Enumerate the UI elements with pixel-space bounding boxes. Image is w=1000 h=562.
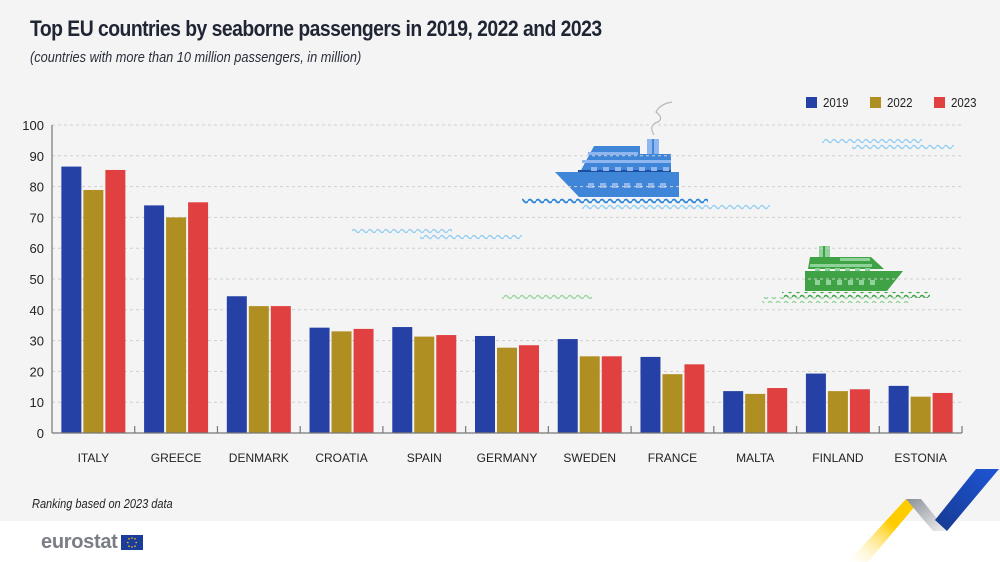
bar-spain-2023[interactable]: [436, 335, 457, 433]
x-tick-label: FINLAND: [812, 451, 864, 465]
bar-estonia-2022[interactable]: [910, 396, 931, 433]
bar-greece-2022[interactable]: [166, 217, 187, 433]
x-tick-label: SWEDEN: [563, 451, 616, 465]
legend-label-2023: 2023: [950, 95, 977, 110]
bar-france-2023[interactable]: [684, 364, 705, 433]
bars: [61, 166, 953, 433]
bar-germany-2022[interactable]: [497, 347, 517, 433]
bar-estonia-2023[interactable]: [932, 392, 953, 433]
x-tick-label: ITALY: [78, 451, 110, 465]
bar-denmark-2022[interactable]: [248, 306, 269, 433]
y-tick-label: 80: [30, 180, 44, 195]
ranking-note: Ranking based on 2023 data: [32, 497, 173, 511]
bar-sweden-2019[interactable]: [557, 339, 578, 433]
axes: 0 10 20 30 40 50 60 70 80 90 100 ITALY GREECE DENMARK…: [22, 118, 963, 465]
wave-icon: [852, 144, 954, 150]
legend: 2019 2022 2023: [806, 95, 980, 110]
y-tick-label: 10: [30, 395, 44, 410]
yellow-stripe: [848, 499, 921, 562]
grey-stripe: [906, 499, 947, 531]
wave-icon: [352, 229, 452, 235]
bar-denmark-2023[interactable]: [270, 306, 291, 433]
eurostat-logo-text: eurostat: [41, 531, 118, 553]
green-ship-icon: [762, 246, 930, 303]
wave-icon: [822, 138, 922, 144]
bar-france-2022[interactable]: [662, 374, 683, 433]
bar-finland-2022[interactable]: [827, 391, 848, 433]
x-tick-label: ESTONIA: [894, 451, 946, 465]
bar-greece-2019[interactable]: [144, 205, 165, 433]
wave-icon: [420, 235, 522, 241]
legend-swatch-2022: [869, 97, 881, 108]
bar-germany-2019[interactable]: [475, 335, 495, 433]
legend-label-2019: 2019: [823, 95, 849, 110]
eurostat-logo[interactable]: eurostat: [41, 531, 143, 554]
blue-ship-icon: [522, 101, 770, 210]
bar-greece-2023[interactable]: [188, 202, 209, 433]
bar-estonia-2019[interactable]: [888, 385, 909, 433]
y-tick-label: 40: [30, 303, 44, 318]
legend-label-2022: 2022: [886, 95, 913, 110]
bar-spain-2019[interactable]: [392, 327, 413, 433]
x-tick-label: GERMANY: [477, 451, 538, 465]
legend-swatch-2023: [933, 97, 945, 108]
y-tick-label: 100: [22, 118, 44, 133]
wave-icon: [502, 293, 592, 299]
bar-croatia-2022[interactable]: [331, 331, 352, 433]
x-tick-label: MALTA: [736, 451, 774, 465]
bar-malta-2022[interactable]: [745, 393, 766, 433]
y-tick-label: 60: [30, 241, 44, 256]
y-tick-label: 70: [30, 210, 44, 225]
bar-italy-2022[interactable]: [83, 189, 104, 433]
bar-denmark-2019[interactable]: [226, 296, 247, 433]
eu-flag-icon: [120, 535, 143, 550]
bar-croatia-2019[interactable]: [309, 327, 330, 433]
x-tick-label: FRANCE: [648, 451, 697, 465]
bar-italy-2019[interactable]: [61, 166, 82, 433]
y-tick-label: 90: [30, 149, 44, 164]
bar-croatia-2023[interactable]: [353, 328, 374, 433]
y-tick-label: 0: [37, 426, 44, 441]
bar-germany-2023[interactable]: [519, 345, 539, 433]
chart-title: Top EU countries by seaborne passengers …: [30, 16, 602, 41]
legend-item-2023[interactable]: 2023: [933, 95, 980, 110]
bar-finland-2019[interactable]: [805, 373, 826, 433]
y-tick-label: 30: [30, 334, 44, 349]
x-tick-label: GREECE: [151, 451, 202, 465]
chart-subtitle: (countries with more than 10 million pas…: [30, 50, 362, 66]
x-tick-label: CROATIA: [315, 451, 367, 465]
bar-spain-2022[interactable]: [414, 336, 435, 433]
footer: [0, 521, 1000, 562]
y-tick-label: 50: [30, 272, 44, 287]
legend-item-2022[interactable]: 2022: [869, 95, 916, 110]
bar-sweden-2023[interactable]: [601, 356, 622, 433]
x-tick-label: DENMARK: [229, 451, 289, 465]
blue-stripe: [935, 469, 999, 531]
bar-sweden-2022[interactable]: [579, 356, 600, 433]
bar-finland-2023[interactable]: [849, 389, 870, 433]
x-tick-label: SPAIN: [407, 451, 442, 465]
bar-malta-2019[interactable]: [723, 391, 744, 433]
legend-swatch-2019: [806, 97, 817, 108]
bar-italy-2023[interactable]: [105, 169, 126, 433]
legend-item-2019[interactable]: 2019: [806, 95, 852, 110]
bar-malta-2023[interactable]: [767, 388, 788, 433]
bar-france-2019[interactable]: [640, 356, 661, 433]
y-tick-label: 20: [30, 364, 44, 379]
